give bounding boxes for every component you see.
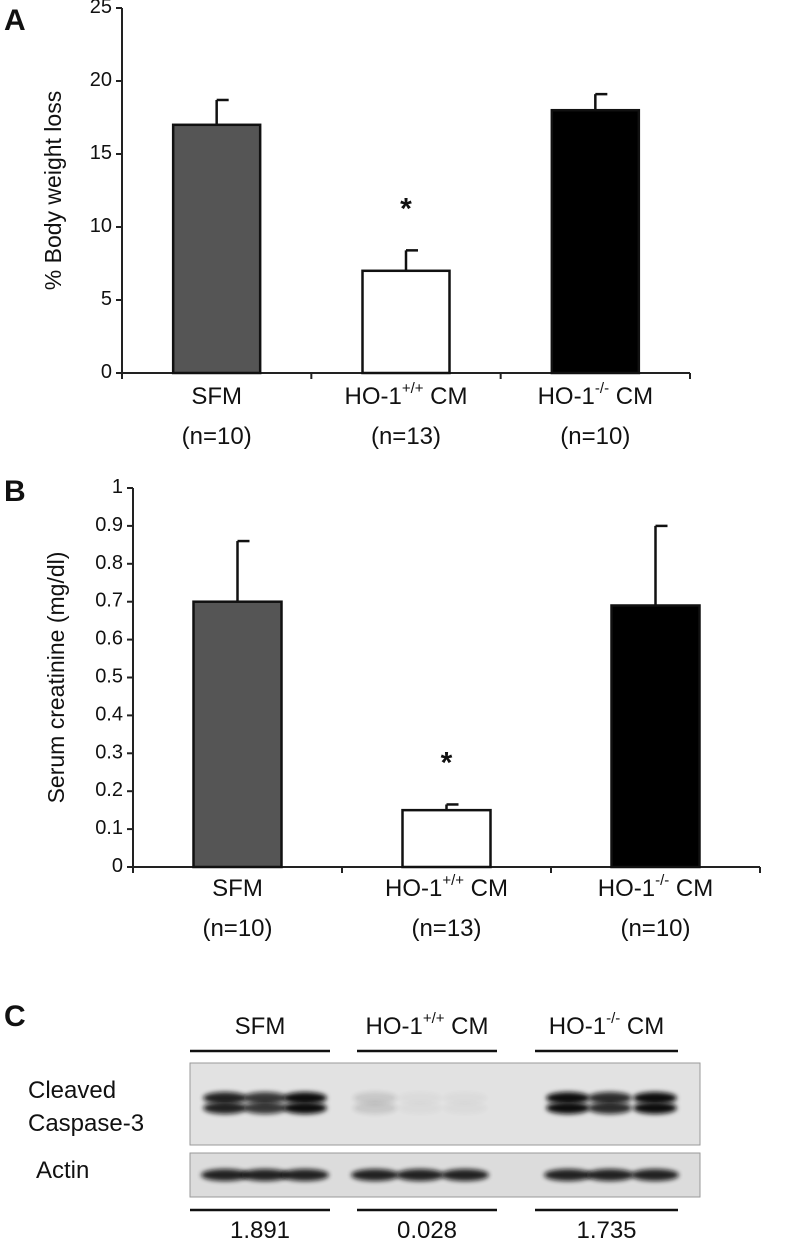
category-note: (n=10) [620,915,690,942]
y-tick-label: 10 [90,215,112,237]
quantification: 1.735 [576,1217,636,1242]
row-label: Actin [36,1157,89,1184]
band [201,1169,249,1181]
quantification: 1.891 [230,1217,290,1242]
band [398,1102,442,1114]
band [588,1102,632,1114]
group-label: HO-1+/+ CM [365,1010,488,1040]
bar [361,269,451,375]
band [203,1092,247,1104]
bar [192,600,283,869]
y-tick-label: 0.8 [95,552,123,574]
y-tick-label: 0.7 [95,590,123,612]
category-note: (n=10) [182,423,252,450]
band [351,1169,399,1181]
band [283,1102,327,1114]
y-tick-label: 0.5 [95,666,123,688]
category-note: (n=13) [411,915,481,942]
x-tick-label: SFM [191,383,242,410]
y-tick-label: 20 [90,69,112,91]
y-tick-label: 0.9 [95,514,123,536]
bar [550,108,641,375]
band [586,1169,634,1181]
x-tick-label: HO-1+/+ CM [344,380,467,410]
band [588,1092,632,1104]
quantification: 0.028 [397,1217,457,1242]
row-label: Caspase-3 [28,1110,144,1137]
bar [401,808,492,869]
group-label: HO-1-/- CM [549,1010,665,1040]
panel-label: A [4,4,26,37]
x-tick-label: HO-1-/- CM [538,380,654,410]
bar [610,604,701,869]
band [631,1169,679,1181]
band [283,1092,327,1104]
band [353,1092,397,1104]
y-tick-label: 0.3 [95,742,123,764]
y-tick-label: 1 [112,476,123,498]
band [633,1092,677,1104]
group-label: SFM [235,1013,286,1040]
x-tick-label: HO-1+/+ CM [385,872,508,902]
band [633,1102,677,1114]
x-tick-label: HO-1-/- CM [598,872,714,902]
band [441,1169,489,1181]
y-tick-label: 0 [101,361,112,383]
band [353,1102,397,1114]
significance-mark: * [441,746,453,779]
y-tick-label: 0.1 [95,817,123,839]
y-tick-label: 15 [90,142,112,164]
band [243,1092,287,1104]
panel-label: B [4,475,26,508]
panel-label: C [4,1000,26,1033]
y-axis-label: % Body weight loss [40,91,66,290]
y-tick-label: 5 [101,288,112,310]
band [546,1092,590,1104]
y-tick-label: 25 [90,0,112,18]
category-note: (n=10) [560,423,630,450]
band [546,1102,590,1114]
category-note: (n=13) [371,423,441,450]
bar [171,123,262,375]
band [443,1102,487,1114]
category-note: (n=10) [202,915,272,942]
y-tick-label: 0 [112,855,123,877]
x-tick-label: SFM [212,875,263,902]
y-axis-label: Serum creatinine (mg/dl) [43,552,69,804]
band [396,1169,444,1181]
band [544,1169,592,1181]
band [281,1169,329,1181]
significance-mark: * [400,192,412,225]
row-label: Cleaved [28,1077,116,1104]
y-tick-label: 0.2 [95,779,123,801]
band [241,1169,289,1181]
band [203,1102,247,1114]
band [243,1102,287,1114]
y-tick-label: 0.6 [95,628,123,650]
y-tick-label: 0.4 [95,704,123,726]
